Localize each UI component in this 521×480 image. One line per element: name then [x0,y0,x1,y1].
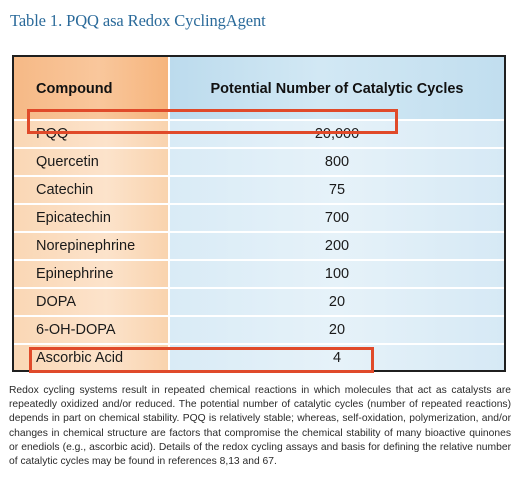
cycles-value: 800 [324,154,350,170]
compound-cell: Epicatechin [14,205,168,231]
table-row: Quercetin 800 [14,147,504,175]
table-row: Norepinephrine 200 [14,231,504,259]
cycles-cell: 75 [168,177,504,203]
header-cycles-label: Potential Number of Catalytic Cycles [210,81,464,97]
cycles-cell: 100 [168,261,504,287]
cycles-value: 4 [332,350,342,366]
compound-name: Catechin [36,182,94,198]
cycles-cell: 20 [168,317,504,343]
compound-cell: Catechin [14,177,168,203]
compound-cell: Ascorbic Acid [14,345,168,370]
table-row: Epinephrine 100 [14,259,504,287]
table-row: Epicatechin 700 [14,203,504,231]
compound-cell: Epinephrine [14,261,168,287]
table-row: 6-OH-DOPA 20 [14,315,504,343]
cycles-cell: 4 [168,345,504,370]
table-row: PQQ 20,000 [14,119,504,147]
header-cell-compound: Compound [14,57,168,119]
compound-name: Epicatechin [36,210,111,226]
table-header-row: Compound Potential Number of Catalytic C… [14,57,504,119]
compound-cell: DOPA [14,289,168,315]
cycles-value: 100 [324,266,350,282]
compound-name: DOPA [36,294,77,310]
header-compound-label: Compound [36,81,113,97]
compound-name: PQQ [36,126,69,142]
cycles-cell: 20 [168,289,504,315]
table-caption: Redox cycling systems result in repeated… [9,385,511,468]
compound-cell: PQQ [14,121,168,147]
table-row: DOPA 20 [14,287,504,315]
cycles-value: 75 [328,182,346,198]
header-cell-cycles: Potential Number of Catalytic Cycles [168,57,504,119]
cycles-cell: 700 [168,205,504,231]
compound-cell: Norepinephrine [14,233,168,259]
cycles-value: 20 [328,294,346,310]
compound-name: 6-OH-DOPA [36,322,116,338]
cycles-cell: 800 [168,149,504,175]
cycles-value: 20,000 [314,126,360,142]
table-row: Ascorbic Acid 4 [14,343,504,370]
table-title: Table 1. PQQ asa Redox CyclingAgent [10,11,266,30]
table-row: Catechin 75 [14,175,504,203]
compound-name: Epinephrine [36,266,114,282]
cycles-value: 700 [324,210,350,226]
cycles-cell: 200 [168,233,504,259]
compound-name: Norepinephrine [36,238,136,254]
compound-cell: Quercetin [14,149,168,175]
compound-name: Quercetin [36,154,99,170]
cycles-cell: 20,000 [168,121,504,147]
compound-cell: 6-OH-DOPA [14,317,168,343]
cycles-value: 200 [324,238,350,254]
compound-name: Ascorbic Acid [36,350,124,366]
redox-cycling-table: Compound Potential Number of Catalytic C… [12,55,506,372]
cycles-value: 20 [328,322,346,338]
